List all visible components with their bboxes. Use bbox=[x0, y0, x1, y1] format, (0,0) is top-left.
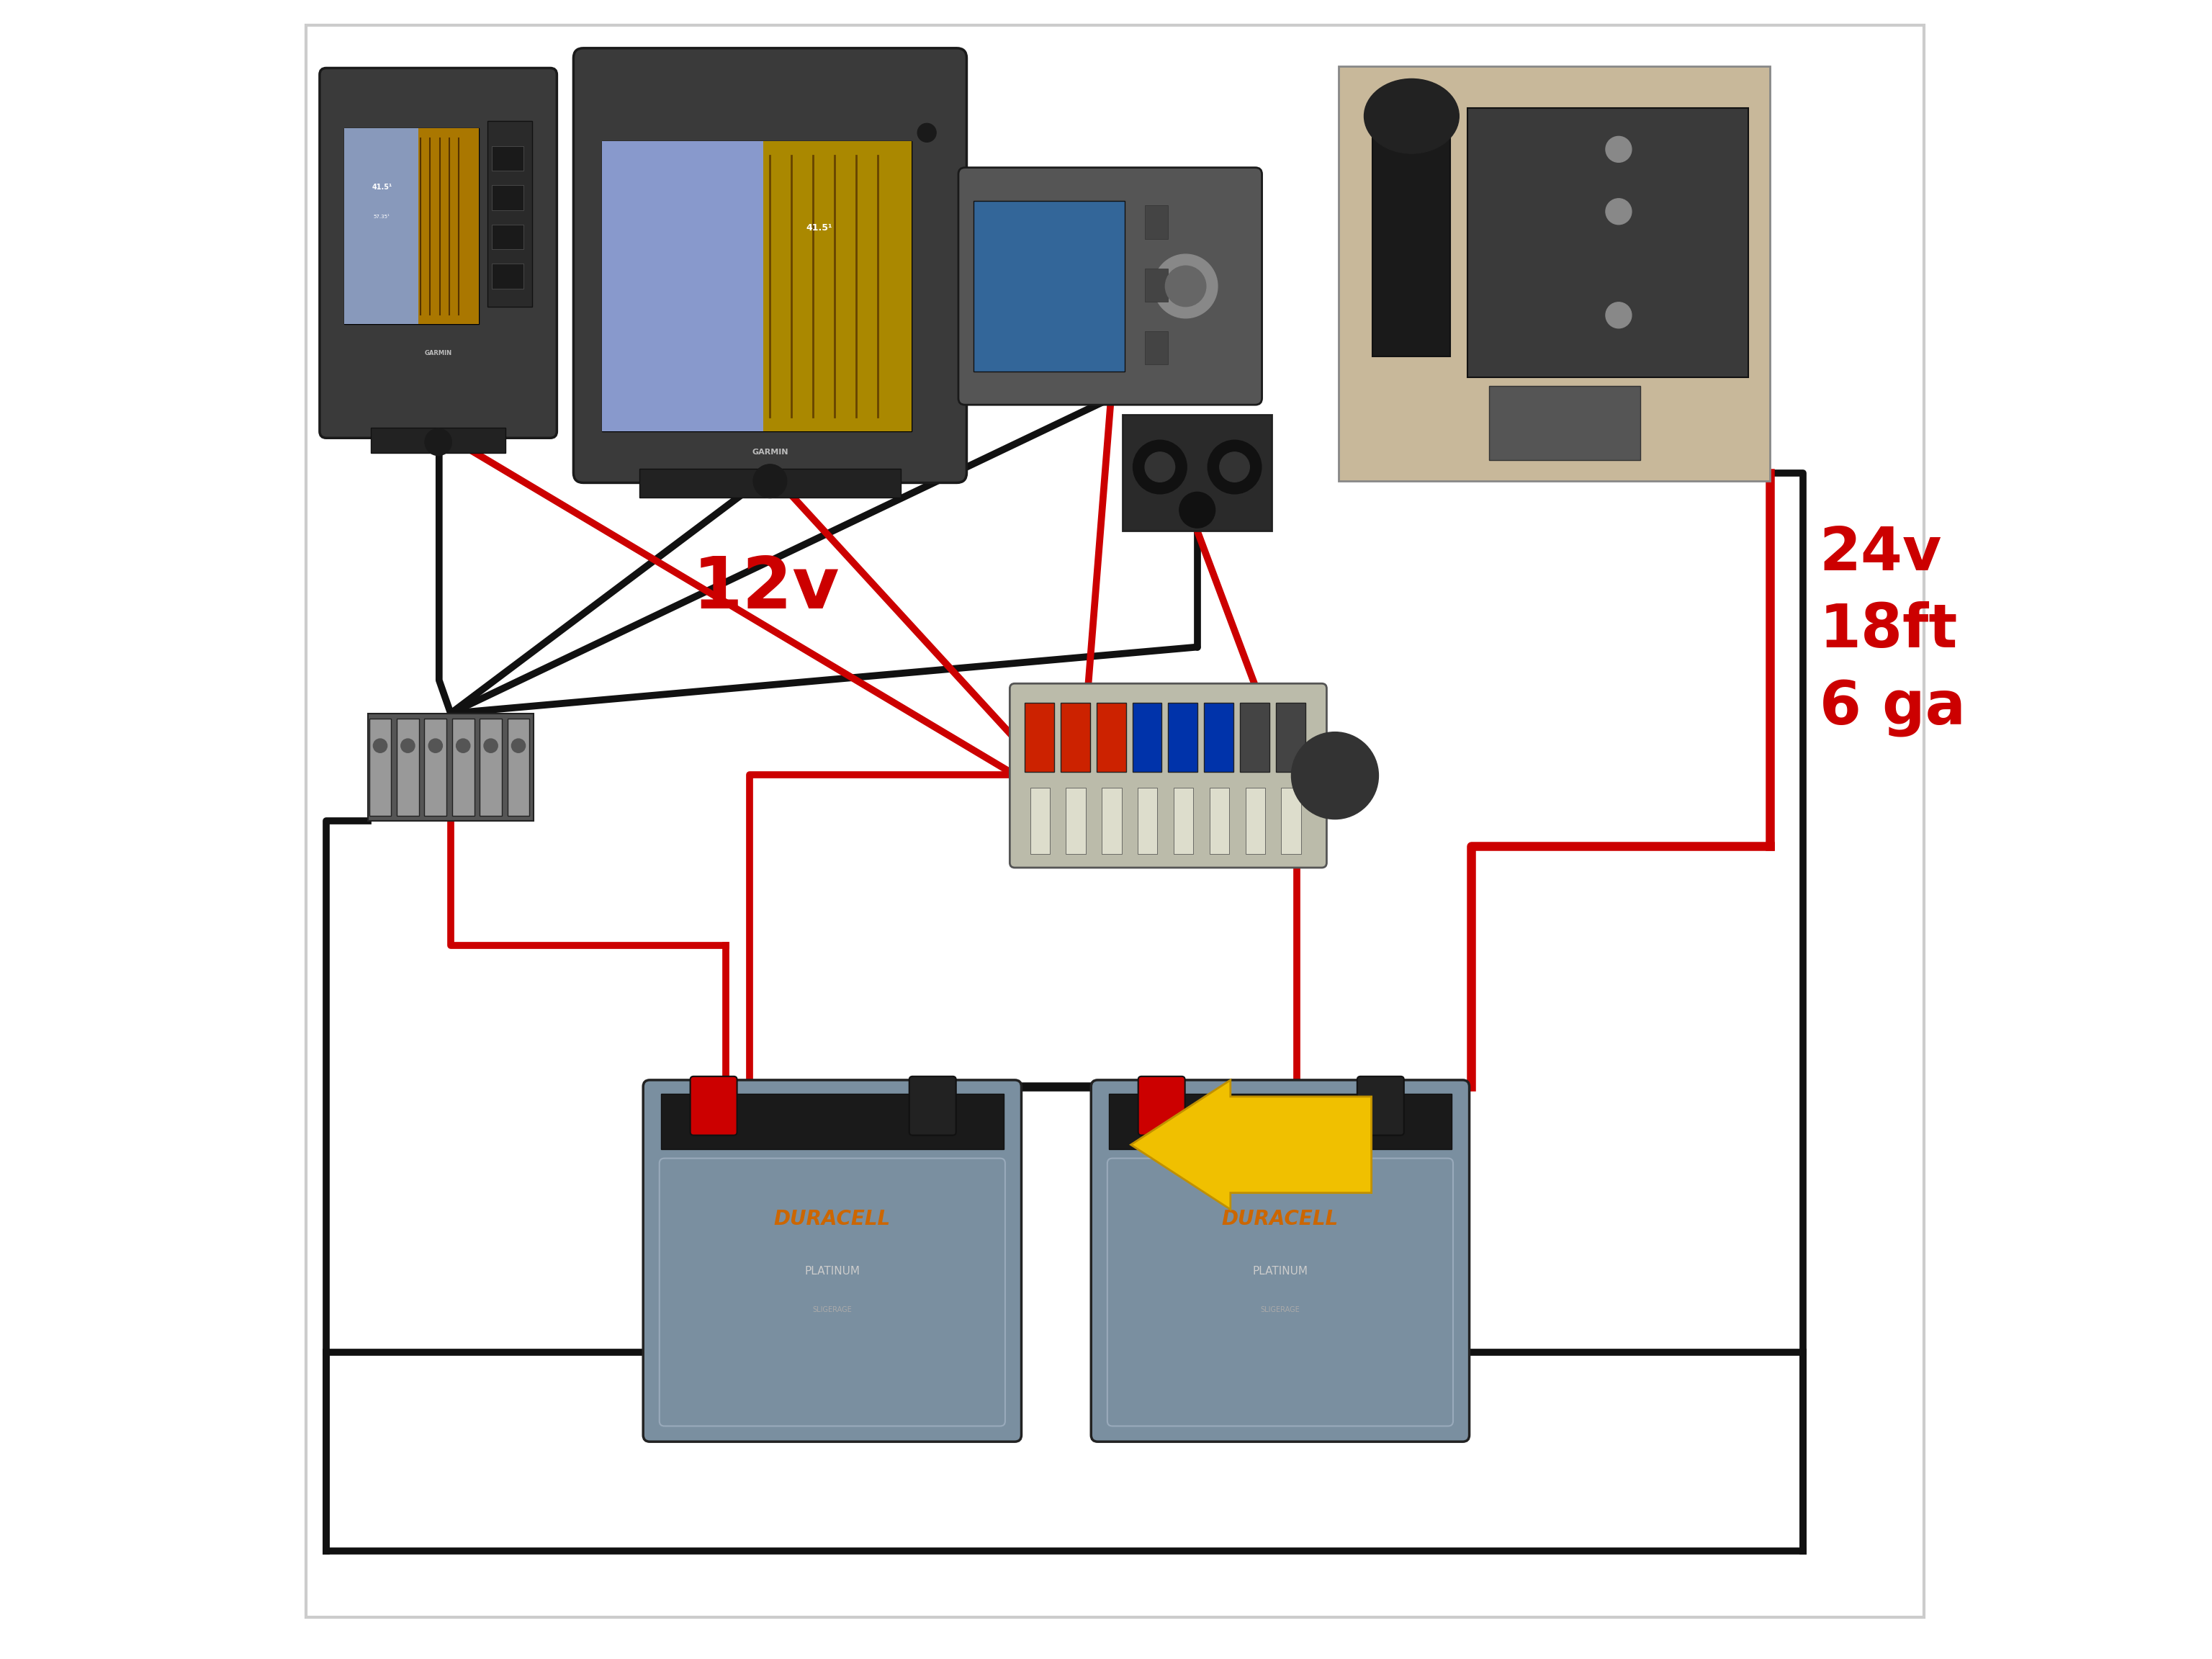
Text: PLATINUM: PLATINUM bbox=[805, 1266, 860, 1277]
FancyBboxPatch shape bbox=[1358, 1077, 1405, 1135]
Text: GARMIN: GARMIN bbox=[425, 350, 451, 357]
FancyBboxPatch shape bbox=[909, 1077, 956, 1135]
FancyBboxPatch shape bbox=[958, 168, 1261, 405]
Text: SLIGERAGE: SLIGERAGE bbox=[812, 1306, 852, 1314]
Circle shape bbox=[1292, 732, 1378, 820]
Circle shape bbox=[754, 465, 787, 498]
Circle shape bbox=[456, 738, 471, 753]
Text: PLATINUM: PLATINUM bbox=[1252, 1266, 1307, 1277]
Bar bbox=[973, 201, 1124, 372]
Bar bbox=[418, 128, 478, 325]
Circle shape bbox=[1146, 451, 1175, 483]
Bar bbox=[1489, 387, 1639, 461]
FancyBboxPatch shape bbox=[319, 68, 557, 438]
FancyBboxPatch shape bbox=[1009, 684, 1327, 868]
Bar bbox=[1338, 66, 1770, 481]
Bar bbox=[491, 264, 524, 289]
Bar bbox=[1146, 206, 1168, 239]
Circle shape bbox=[1219, 451, 1250, 483]
Bar bbox=[367, 713, 533, 821]
Circle shape bbox=[1179, 493, 1214, 528]
Circle shape bbox=[1606, 302, 1632, 328]
Bar bbox=[1146, 269, 1168, 302]
Circle shape bbox=[484, 738, 498, 753]
FancyArrow shape bbox=[1130, 1080, 1371, 1209]
Circle shape bbox=[511, 738, 526, 753]
Bar bbox=[1281, 788, 1301, 854]
Bar bbox=[639, 469, 900, 498]
Bar bbox=[1241, 702, 1270, 771]
Circle shape bbox=[374, 738, 387, 753]
Circle shape bbox=[1166, 265, 1206, 307]
Bar bbox=[1031, 788, 1051, 854]
Circle shape bbox=[918, 123, 936, 143]
Text: GARMIN: GARMIN bbox=[752, 448, 787, 456]
Text: 24v
18ft
6 ga: 24v 18ft 6 ga bbox=[1818, 524, 1966, 737]
Ellipse shape bbox=[1365, 80, 1460, 154]
Text: 12v: 12v bbox=[692, 554, 841, 624]
Bar bbox=[1137, 788, 1157, 854]
Circle shape bbox=[1606, 199, 1632, 224]
FancyBboxPatch shape bbox=[1139, 1077, 1186, 1135]
Bar bbox=[1203, 702, 1234, 771]
Bar bbox=[1210, 788, 1230, 854]
FancyBboxPatch shape bbox=[573, 48, 967, 483]
Bar bbox=[1168, 702, 1197, 771]
Bar bbox=[345, 128, 478, 325]
Bar bbox=[451, 718, 473, 816]
Bar bbox=[345, 128, 418, 325]
Circle shape bbox=[400, 738, 416, 753]
Bar bbox=[1097, 702, 1126, 771]
Bar bbox=[491, 186, 524, 211]
Bar bbox=[1108, 1093, 1451, 1150]
Bar bbox=[396, 718, 418, 816]
Bar bbox=[1276, 702, 1305, 771]
Bar bbox=[491, 224, 524, 249]
Text: 57.35¹: 57.35¹ bbox=[374, 214, 389, 219]
Bar bbox=[369, 718, 392, 816]
Circle shape bbox=[425, 428, 451, 456]
Bar bbox=[491, 146, 524, 171]
Bar bbox=[480, 718, 502, 816]
Bar bbox=[487, 121, 533, 307]
Text: 41.5¹: 41.5¹ bbox=[372, 184, 392, 191]
Bar bbox=[507, 718, 529, 816]
Text: DURACELL: DURACELL bbox=[774, 1209, 891, 1229]
FancyBboxPatch shape bbox=[1091, 1080, 1469, 1442]
Bar bbox=[1060, 702, 1091, 771]
Bar bbox=[1121, 415, 1272, 531]
Bar bbox=[602, 141, 763, 431]
Text: SLIGERAGE: SLIGERAGE bbox=[1261, 1306, 1301, 1314]
Text: 41.5¹: 41.5¹ bbox=[805, 224, 832, 232]
Circle shape bbox=[1133, 440, 1188, 494]
Circle shape bbox=[1155, 254, 1217, 319]
Bar bbox=[1175, 788, 1192, 854]
Circle shape bbox=[1606, 136, 1632, 163]
Bar bbox=[372, 428, 504, 453]
Bar bbox=[1066, 788, 1086, 854]
Bar bbox=[1245, 788, 1265, 854]
Bar bbox=[1024, 702, 1055, 771]
Polygon shape bbox=[1469, 108, 1747, 378]
Bar bbox=[602, 141, 911, 431]
Circle shape bbox=[429, 738, 442, 753]
Bar bbox=[661, 1093, 1004, 1150]
Bar bbox=[1146, 332, 1168, 365]
Bar bbox=[1133, 702, 1161, 771]
Bar bbox=[1374, 108, 1451, 357]
FancyBboxPatch shape bbox=[644, 1080, 1022, 1442]
Bar bbox=[425, 718, 447, 816]
Bar bbox=[1102, 788, 1121, 854]
FancyBboxPatch shape bbox=[690, 1077, 737, 1135]
Circle shape bbox=[1208, 440, 1261, 494]
Bar bbox=[763, 141, 911, 431]
Text: DURACELL: DURACELL bbox=[1221, 1209, 1338, 1229]
